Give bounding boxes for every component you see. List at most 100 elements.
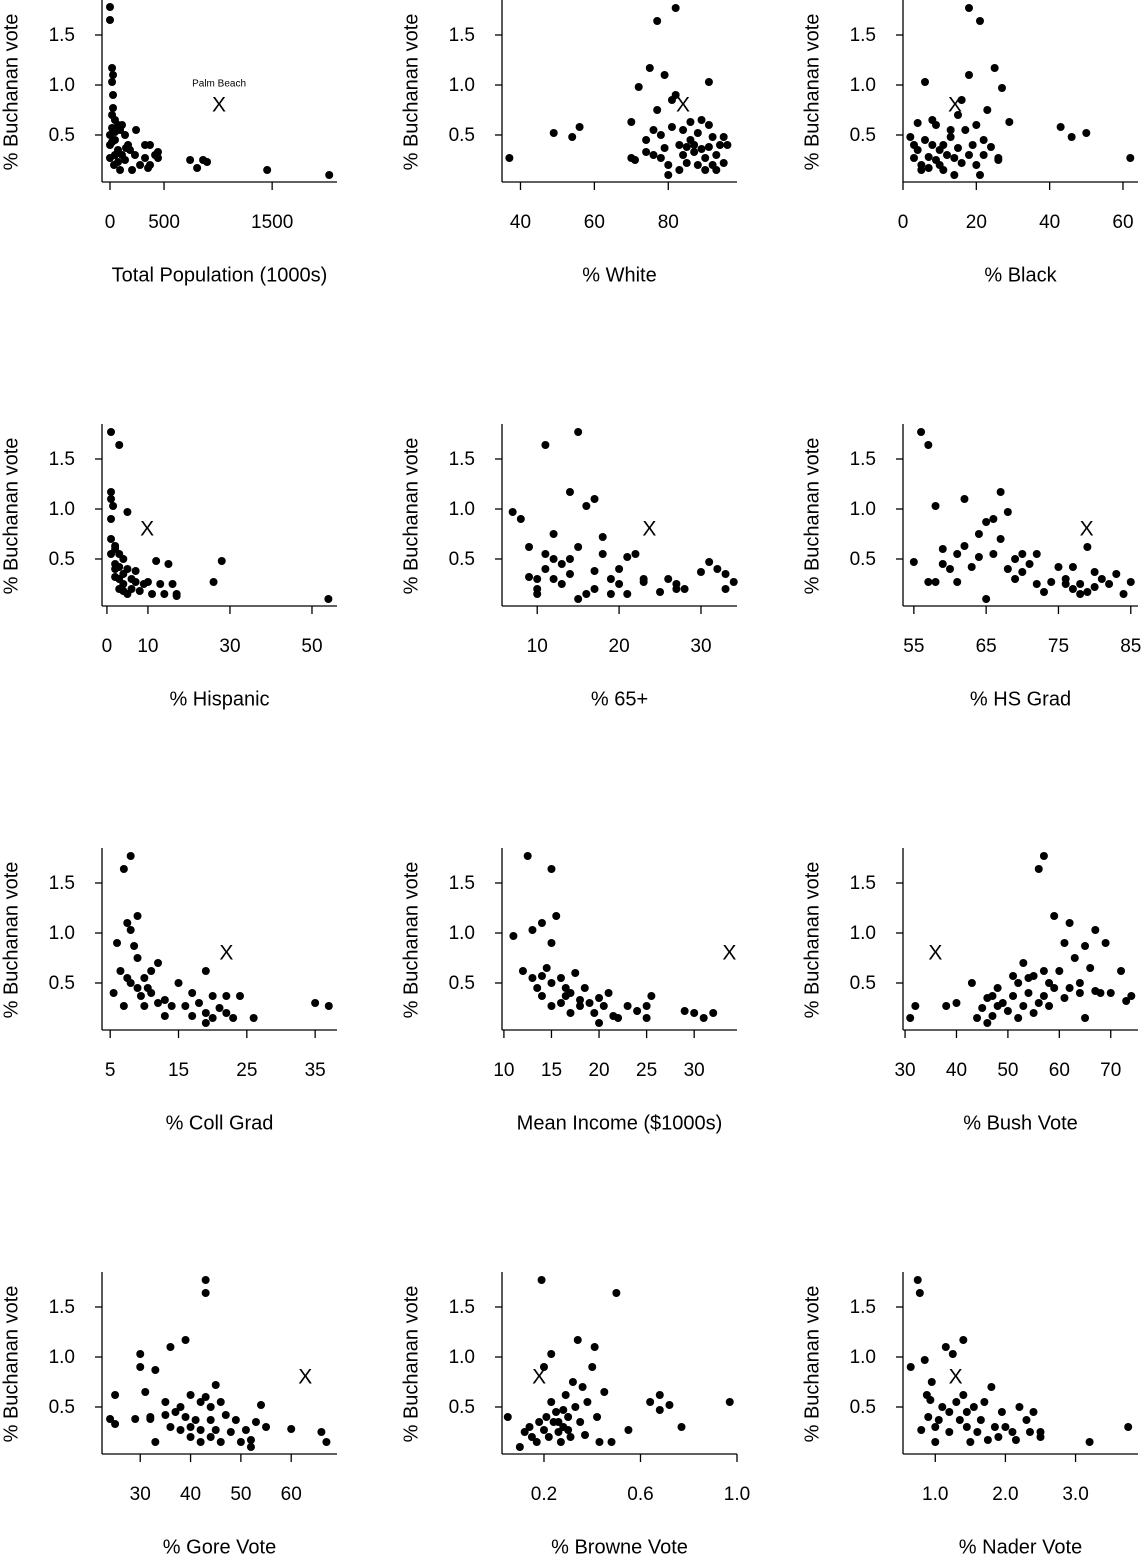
point <box>508 508 517 516</box>
point <box>131 1415 140 1423</box>
point <box>565 488 574 496</box>
point <box>697 116 706 124</box>
point <box>136 992 145 1000</box>
point <box>993 984 1002 992</box>
point <box>136 1350 145 1358</box>
point <box>146 1415 155 1423</box>
point <box>675 141 684 149</box>
point <box>160 590 169 598</box>
point <box>141 1388 150 1396</box>
point <box>1003 1007 1012 1015</box>
point <box>1019 1002 1028 1010</box>
point <box>525 1423 534 1431</box>
point <box>697 145 706 153</box>
point <box>667 123 676 131</box>
point <box>906 133 915 141</box>
point <box>542 1413 551 1421</box>
point <box>206 1433 215 1441</box>
x-tick-label: 50 <box>301 636 322 657</box>
point <box>119 587 128 595</box>
point <box>532 1438 541 1446</box>
point <box>251 1418 260 1426</box>
point <box>646 1398 655 1406</box>
point <box>961 126 970 134</box>
point <box>1055 967 1064 975</box>
y-tick-label: 1.0 <box>850 1347 876 1368</box>
point <box>615 580 624 588</box>
point <box>161 1411 170 1419</box>
x-tick-label: 30 <box>219 636 240 657</box>
point <box>215 1004 224 1012</box>
point <box>547 865 556 873</box>
x-tick-label: 40 <box>510 212 531 233</box>
point <box>952 1398 961 1406</box>
point <box>1050 912 1059 920</box>
point <box>181 1336 190 1344</box>
point <box>1075 989 1084 997</box>
point <box>1085 1438 1094 1446</box>
point <box>576 1418 585 1426</box>
point <box>249 1014 258 1022</box>
point <box>595 1438 604 1446</box>
point <box>642 136 651 144</box>
point <box>966 1438 975 1446</box>
y-tick-label: 1.5 <box>449 25 475 46</box>
point <box>990 64 999 72</box>
point <box>642 1014 651 1022</box>
point <box>1124 1423 1133 1431</box>
point <box>166 1343 175 1351</box>
point <box>938 560 947 568</box>
point <box>924 164 933 172</box>
point <box>1126 578 1135 586</box>
y-tick-label: 1.5 <box>449 1297 475 1318</box>
point <box>979 136 988 144</box>
point <box>1039 967 1048 975</box>
point <box>973 1428 982 1436</box>
point <box>980 1398 989 1406</box>
point <box>690 148 699 156</box>
point <box>664 161 673 169</box>
point <box>1018 568 1027 576</box>
point <box>1015 1403 1024 1411</box>
point <box>1039 852 1048 860</box>
point <box>682 143 691 151</box>
point <box>216 1438 225 1446</box>
annotation: Palm Beach <box>192 79 246 90</box>
point <box>166 1423 175 1431</box>
x-axis-title: Mean Income ($1000s) <box>517 1112 723 1134</box>
point <box>123 565 132 573</box>
point <box>108 64 117 72</box>
point <box>934 1416 943 1424</box>
y-tick-label: 1.0 <box>449 923 475 944</box>
point <box>660 144 669 152</box>
point <box>959 1336 968 1344</box>
point <box>948 1350 957 1358</box>
point <box>110 151 119 159</box>
point <box>147 967 156 975</box>
point <box>153 154 162 162</box>
point <box>188 1012 197 1020</box>
panel: 0.5 1.0 1.5 0 20 40 60 % Black % Buchanan vote X <box>801 0 1138 286</box>
point <box>1003 565 1012 573</box>
panel: 0.5 1.0 1.5 30 40 50 60 % Gore Vote % Buchanan v… <box>0 1272 337 1558</box>
point <box>705 558 714 566</box>
point <box>696 568 705 576</box>
point <box>1076 580 1085 588</box>
point <box>997 84 1006 92</box>
point <box>920 136 929 144</box>
point <box>624 1426 633 1434</box>
point <box>631 156 640 164</box>
x-tick-label: 0.6 <box>627 1484 653 1505</box>
point <box>195 999 204 1007</box>
x-tick-label: 10 <box>527 636 548 657</box>
point <box>701 154 710 162</box>
point <box>113 939 122 947</box>
point <box>208 1014 217 1022</box>
point <box>564 1413 573 1421</box>
x-axis-title: % Bush Vote <box>963 1112 1078 1134</box>
y-axis-title: % Buchanan vote <box>801 438 823 595</box>
point <box>708 133 717 141</box>
point <box>642 1002 651 1010</box>
y-axis-title: % Buchanan vote <box>801 862 823 1019</box>
